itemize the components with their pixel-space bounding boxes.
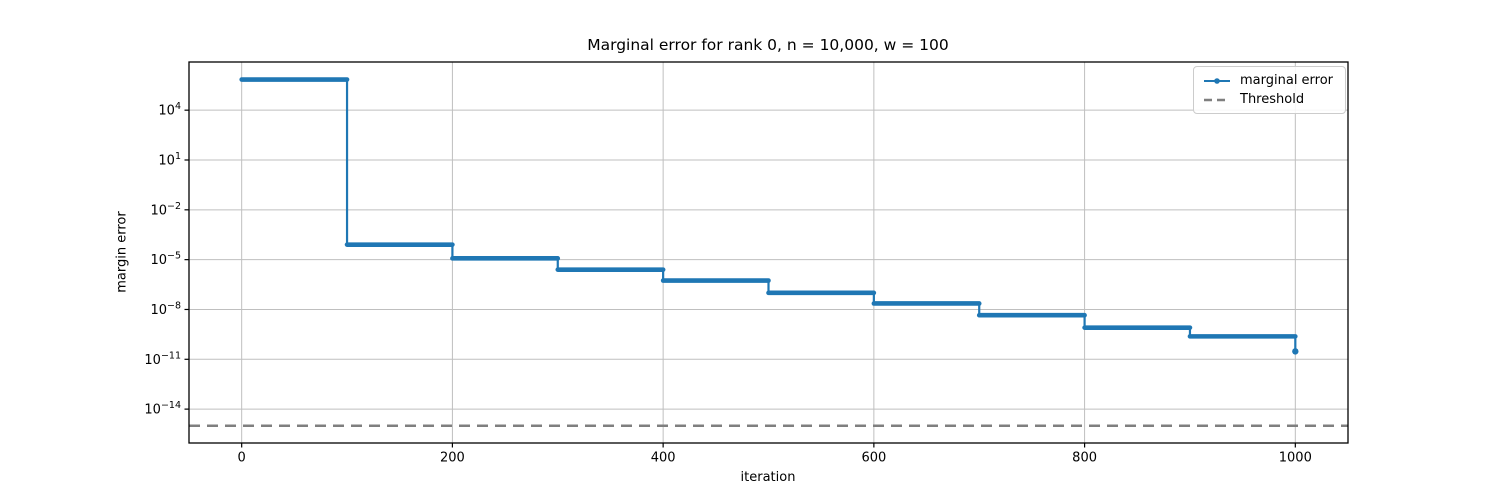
y-axis-label: margin error	[114, 211, 130, 293]
legend-item-marginal-error: marginal error	[1202, 71, 1337, 90]
legend-label-marginal-error: marginal error	[1240, 73, 1334, 88]
legend-item-threshold: Threshold	[1202, 90, 1337, 109]
y-tick-label: 10−8	[150, 300, 181, 318]
axes-spines	[188, 61, 1349, 444]
x-tick-label: 800	[1072, 451, 1097, 466]
x-tick-label: 400	[651, 451, 676, 466]
legend-label-threshold: Threshold	[1240, 92, 1305, 107]
y-tick-label: 10−5	[150, 251, 181, 269]
x-tick-label: 1000	[1279, 451, 1312, 466]
x-tick-label: 600	[861, 451, 886, 466]
y-axis-ticks: 104 101 10−2 10−5 10−8 10−11 10−14	[144, 101, 189, 418]
marginal-error-line	[241, 78, 1297, 352]
y-tick-label: 101	[158, 151, 181, 169]
x-tick-label: 200	[440, 451, 465, 466]
legend-line-sample-icon	[1204, 77, 1230, 84]
y-tick-label: 10−2	[150, 201, 181, 219]
gridlines	[189, 62, 1348, 443]
x-axis-label: iteration	[740, 470, 796, 485]
final-point-marker	[1292, 348, 1299, 355]
chart-title: Marginal error for rank 0, n = 10,000, w…	[587, 36, 949, 54]
legend: marginal error Threshold	[1193, 66, 1346, 114]
legend-dash-sample-icon	[1204, 98, 1230, 101]
y-tick-label: 104	[158, 101, 181, 119]
y-tick-label: 10−11	[144, 350, 181, 368]
y-tick-label: 10−14	[144, 400, 181, 418]
x-tick-label: 0	[238, 451, 246, 466]
x-axis-ticks: 0 200 400 600 800 1000	[238, 443, 1312, 466]
